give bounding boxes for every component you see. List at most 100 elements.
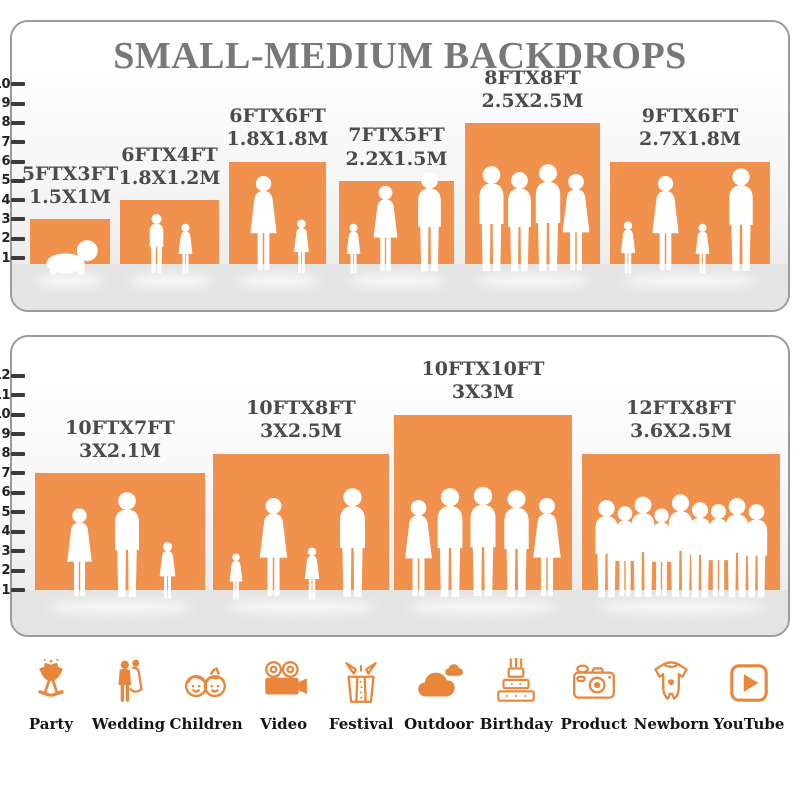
small-medium-panel-top: SMALL-MEDIUM BACKDROPS 1 2 3 4 5 6 7 8 9 10 5FTX3F…: [0, 20, 790, 312]
ruler-tick-number: 4: [1, 192, 10, 208]
floor-shadow: [36, 273, 104, 288]
category-row: Party Wedding Children Video Festival Outdoor…: [14, 658, 786, 733]
people-silhouettes: [226, 487, 377, 603]
wedding-icon: [104, 658, 154, 708]
floor-shadow: [347, 273, 446, 288]
person-silhouette-man: [479, 166, 503, 271]
ruler-tick-number: 1: [1, 582, 10, 598]
ruler-tick-number: 9: [1, 426, 10, 442]
backdrop-size-label: 8FTX8FT 2.5X2.5M: [482, 67, 584, 113]
ruler-tick-dash: [11, 256, 25, 260]
category-label: YouTube: [713, 715, 785, 733]
backdrop-size-label: 6FTX6FT 1.8X1.8M: [227, 105, 329, 151]
person-silhouette-man: [535, 164, 560, 271]
person-silhouette-woman: [373, 185, 398, 272]
category-label: Newborn: [633, 715, 710, 733]
size-label-m: 2.2X1.5M: [345, 147, 448, 170]
ruler-tick-dash: [11, 82, 25, 87]
backdrop-size-label: 12FTX8FT 3.6X2.5M: [626, 397, 736, 443]
children-icon: [181, 658, 231, 708]
person-silhouette-man: [726, 498, 749, 598]
size-label-ft: 10FTX10FT: [421, 358, 545, 381]
person-silhouette-girl: [229, 553, 243, 600]
ruler-tick-number: 8: [1, 115, 10, 131]
ruler-tick-dash: [11, 588, 25, 592]
person-silhouette-woman: [533, 498, 561, 597]
size-label-m: 1.8X1.2M: [118, 166, 221, 189]
size-label-ft: 6FTX6FT: [229, 105, 326, 128]
person-silhouette-woman: [259, 498, 288, 597]
backdrop-bar-8ftx8ft: [465, 122, 600, 288]
person-silhouette-woman: [612, 506, 638, 597]
size-label-m: 3X2.1M: [78, 439, 162, 462]
person-silhouette-man: [689, 502, 712, 598]
ruler-tick-number: 9: [1, 96, 10, 112]
backdrop-bar-6ftx4ft: [120, 200, 219, 288]
person-silhouette-man: [503, 490, 529, 597]
ruler-tick-dash: [11, 490, 25, 495]
ruler-tick-number: 7: [1, 465, 10, 481]
person-silhouette-man: [437, 488, 462, 597]
ruler-tick-number: 7: [1, 134, 10, 150]
floor-shadow: [407, 600, 559, 614]
backdrop-bar-10ftx10ft: [394, 414, 572, 614]
product-icon: [569, 658, 619, 708]
person-silhouette-girl: [620, 221, 636, 274]
backdrop-size-label: 10FTX7FT 3X2.1M: [65, 417, 175, 463]
size-label-m: 3X2.5M: [259, 420, 343, 443]
person-silhouette-girl: [304, 547, 320, 600]
people-silhouettes: [617, 167, 764, 277]
person-silhouette-woman: [562, 174, 589, 271]
birthday-icon: [491, 658, 541, 708]
backdrop-size-label: 6FTX4FT 1.8X1.2M: [119, 144, 221, 190]
category-product: Product: [557, 658, 631, 733]
person-silhouette-girl: [346, 223, 360, 274]
person-silhouette-woman: [405, 500, 432, 597]
size-label-ft: 6FTX4FT: [121, 143, 218, 166]
category-label: Party: [28, 715, 74, 733]
floor-shadow: [47, 600, 193, 614]
ruler-tick-number: 5: [1, 504, 10, 520]
ruler-tick-dash: [11, 198, 25, 203]
size-label-m: 3X3M: [451, 381, 515, 404]
floor-shadow: [236, 274, 319, 288]
size-label-m: 2.5X2.5M: [481, 89, 584, 112]
ruler-tick-dash: [11, 393, 25, 397]
size-label-ft: 9FTX6FT: [641, 105, 739, 128]
people-silhouettes: [342, 171, 451, 277]
backdrop-bar-10ftx7ft: [35, 473, 205, 614]
ruler-tick-number: 3: [1, 211, 10, 227]
category-label: Children: [169, 715, 243, 733]
ruler-tick-number: 10: [0, 76, 11, 92]
category-video: Video: [247, 658, 321, 733]
category-wedding: Wedding: [92, 658, 166, 733]
backdrop-size-label: 5FTX3FT 1.5X1M: [22, 163, 118, 209]
backdrop-size-label: 7FTX5FT 2.2X1.5M: [346, 124, 448, 170]
ruler-tick-number: 2: [1, 563, 10, 578]
page-title: SMALL-MEDIUM BACKDROPS: [113, 35, 687, 77]
person-silhouette-man: [115, 492, 139, 597]
festival-icon: [336, 658, 386, 708]
backdrop-bar-9ftx6ft: [610, 161, 770, 288]
ruler-tick-number: 2: [1, 231, 10, 247]
ruler-tick-number: 1: [1, 250, 10, 266]
people-silhouettes: [468, 163, 597, 277]
category-newborn: Newborn: [633, 658, 710, 733]
ruler-tick-number: 12: [0, 368, 11, 383]
ruler-tick-dash: [11, 412, 25, 417]
category-birthday: Birthday: [479, 658, 553, 733]
size-label-m: 1.5X1M: [28, 186, 112, 209]
backdrop-bar-6ftx6ft: [229, 161, 326, 288]
ruler-tick-number: 8: [1, 446, 10, 461]
floor-shadow: [597, 600, 765, 614]
backdrop-bar-7ftx5ft: [339, 172, 454, 288]
person-silhouette-girl: [159, 542, 176, 599]
ruler-tick-dash: [11, 510, 25, 514]
size-label-ft: 12FTX8FT: [626, 397, 736, 420]
floor-shadow: [226, 600, 376, 614]
person-silhouette-man: [507, 172, 531, 272]
ruler-tick-dash: [11, 236, 25, 241]
floor-shadow: [622, 274, 758, 288]
ruler-tick-number: 4: [1, 524, 10, 539]
category-label: Festival: [328, 715, 394, 733]
